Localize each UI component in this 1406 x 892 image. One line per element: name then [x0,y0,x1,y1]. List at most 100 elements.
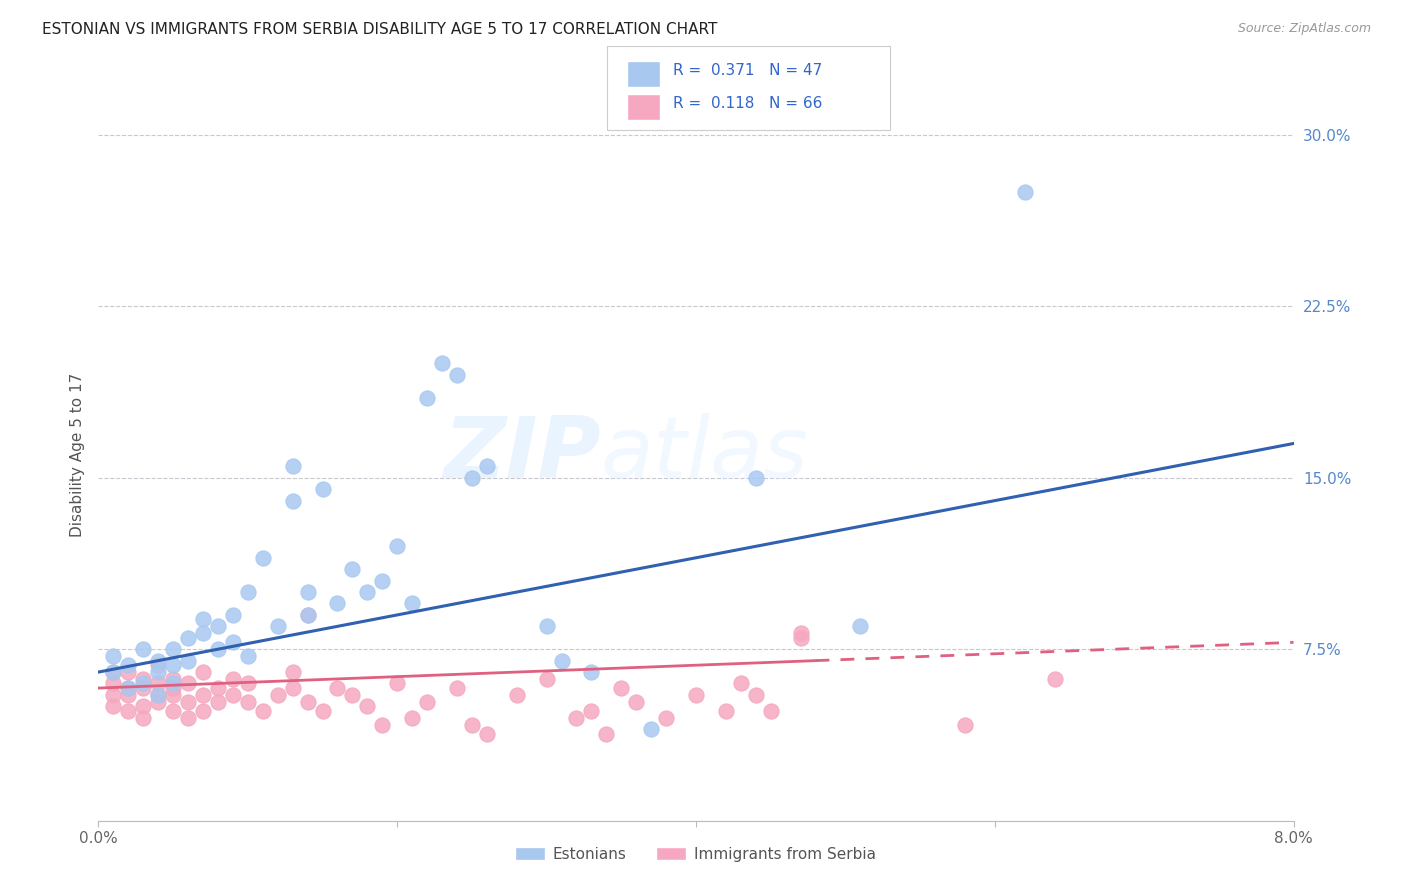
Point [416,391,439,405]
Point [714,704,737,718]
Point [475,727,498,741]
Point [191,613,214,627]
Point [1043,672,1066,686]
Point [222,672,245,686]
Point [132,699,155,714]
Point [103,649,125,664]
Point [326,597,349,611]
Point [103,688,125,702]
Point [281,493,304,508]
Point [297,695,319,709]
Point [177,711,200,725]
Point [953,717,976,731]
Point [745,688,768,702]
Point [191,665,214,679]
Point [267,619,290,633]
Point [117,665,139,679]
Point [759,704,782,718]
Point [191,704,214,718]
Point [371,717,394,731]
Point [148,658,170,673]
Point [236,695,259,709]
Point [281,459,304,474]
Point [148,654,170,668]
Point [356,699,378,714]
Point [162,688,184,702]
Point [103,665,125,679]
Point [550,654,572,668]
Point [595,727,617,741]
Point [536,619,558,633]
Point [789,626,811,640]
Point [207,681,229,695]
Point [401,597,423,611]
Point [148,688,170,702]
Point [222,635,245,649]
Point [446,681,468,695]
Point [475,459,498,474]
Point [297,607,319,622]
Point [177,676,200,690]
Point [177,695,200,709]
Point [132,642,155,657]
Point [207,642,229,657]
Point [132,681,155,695]
Point [640,723,662,737]
Point [626,695,648,709]
Point [162,676,184,690]
Point [385,539,409,553]
Point [446,368,468,382]
Point [117,681,139,695]
Point [506,688,529,702]
Point [162,704,184,718]
Point [745,471,768,485]
Point [371,574,394,588]
Y-axis label: Disability Age 5 to 17: Disability Age 5 to 17 [69,373,84,537]
Text: R =  0.371   N = 47: R = 0.371 N = 47 [673,63,823,78]
Point [207,695,229,709]
Text: ZIP: ZIP [443,413,600,497]
Point [103,676,125,690]
Point [191,626,214,640]
Point [326,681,349,695]
Point [148,665,170,679]
Point [148,688,170,702]
Point [162,642,184,657]
Point [356,585,378,599]
Point [342,562,364,576]
Point [177,631,200,645]
Point [297,607,319,622]
Text: atlas: atlas [600,413,808,497]
Point [342,688,364,702]
Point [461,717,484,731]
Point [117,688,139,702]
Point [1014,185,1036,199]
Point [297,585,319,599]
Point [581,665,603,679]
Point [430,356,453,371]
Point [311,482,333,496]
Point [610,681,633,695]
Point [385,676,409,690]
Text: ESTONIAN VS IMMIGRANTS FROM SERBIA DISABILITY AGE 5 TO 17 CORRELATION CHART: ESTONIAN VS IMMIGRANTS FROM SERBIA DISAB… [42,22,717,37]
Point [252,550,274,565]
Text: Source: ZipAtlas.com: Source: ZipAtlas.com [1237,22,1371,36]
Point [236,585,259,599]
Point [207,619,229,633]
Point [730,676,752,690]
Point [236,676,259,690]
Point [311,704,333,718]
Point [117,658,139,673]
Point [281,665,304,679]
Point [252,704,274,718]
Point [581,704,603,718]
Point [789,631,811,645]
Text: R =  0.118   N = 66: R = 0.118 N = 66 [673,96,823,112]
Point [103,699,125,714]
Point [162,681,184,695]
Point [461,471,484,485]
Point [162,658,184,673]
Point [162,672,184,686]
Point [281,681,304,695]
Point [536,672,558,686]
